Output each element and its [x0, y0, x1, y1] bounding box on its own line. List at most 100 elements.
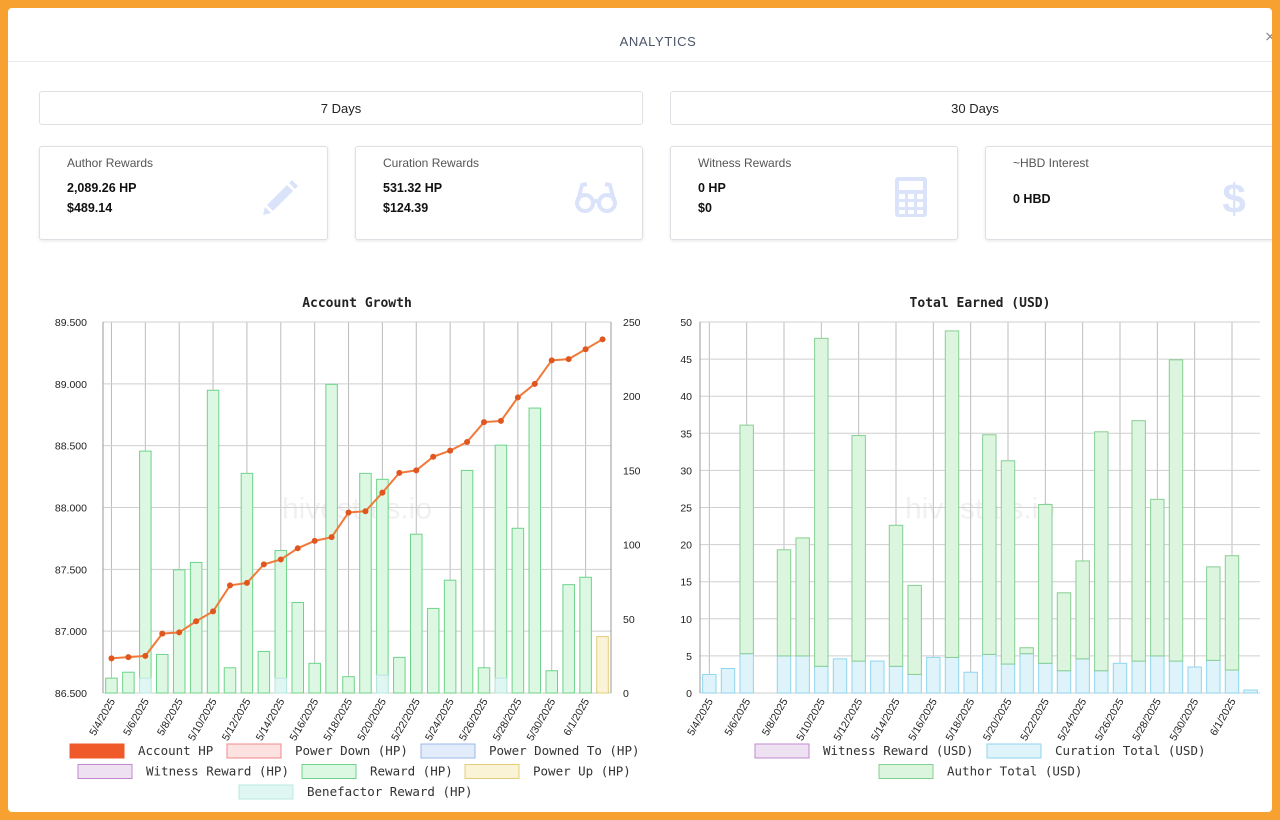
x-tick-label: 5/14/2025 [869, 696, 903, 743]
y-tick-label: 40 [680, 391, 692, 403]
legend-swatch-curation-total-usd [986, 743, 1042, 759]
card-label: ~HBD Interest [1013, 156, 1089, 170]
point-account-hp [481, 419, 487, 426]
curation-rewards-card: Curation Rewards 531.32 HP $124.39 [355, 146, 643, 240]
x-tick-label: 5/22/2025 [1018, 696, 1052, 743]
legend-label-power-downed-to-hp: Power Downed To (HP) [489, 743, 640, 758]
bar-reward-hp [545, 670, 558, 694]
legend-swatch-power-up-hp [464, 764, 520, 779]
range-30-days-button[interactable]: 30 Days [670, 91, 1272, 125]
bar-curation-total-usd [1094, 670, 1109, 694]
x-tick-label: 5/18/2025 [321, 696, 355, 743]
point-account-hp [210, 608, 217, 615]
bar-curation-total-usd [795, 655, 810, 694]
panel-header: ANALYTICS ⨯ [8, 8, 1272, 62]
bar-reward-hp [122, 671, 135, 694]
point-account-hp [362, 508, 369, 515]
bar-author-total-usd [1150, 498, 1165, 657]
legend-swatch-benefactor-reward-hp [238, 784, 294, 800]
bar-curation-total-usd [1131, 660, 1146, 694]
bar-reward-hp [291, 601, 304, 694]
y-right-tick-label: 50 [623, 614, 635, 626]
y-right-tick-label: 200 [623, 391, 641, 403]
point-account-hp [227, 582, 233, 589]
point-account-hp [328, 534, 335, 541]
x-tick-label: 5/28/2025 [491, 696, 525, 743]
bar-benefactor-reward-hp [139, 677, 152, 694]
legend-swatch-account-hp [69, 743, 125, 759]
range-7-days-button[interactable]: 7 Days [39, 91, 643, 125]
y-tick-label: 15 [680, 577, 692, 589]
x-tick-label: 5/18/2025 [944, 696, 978, 743]
bar-author-total-usd [944, 330, 960, 658]
point-account-hp [582, 346, 589, 353]
bar-curation-total-usd [1150, 655, 1165, 694]
x-tick-label: 6/1/2025 [1208, 696, 1239, 738]
bar-author-total-usd [1224, 555, 1240, 671]
point-account-hp [277, 556, 284, 563]
bar-reward-hp [342, 676, 355, 694]
bar-reward-hp [105, 677, 118, 694]
point-account-hp [548, 357, 555, 364]
y-left-tick-label: 89.000 [55, 379, 87, 391]
bar-author-total-usd [1038, 504, 1053, 664]
bar-author-total-usd [1168, 359, 1184, 662]
glasses-icon [575, 182, 617, 213]
bar-curation-total-usd [1000, 663, 1016, 694]
y-tick-label: 50 [680, 317, 692, 329]
point-account-hp [176, 629, 183, 636]
point-account-hp [430, 453, 437, 460]
y-tick-label: 10 [680, 614, 692, 626]
y-right-tick-label: 250 [623, 317, 641, 329]
x-tick-label: 5/26/2025 [457, 696, 491, 743]
bar-curation-total-usd [907, 673, 922, 694]
bar-curation-total-usd [1168, 660, 1184, 694]
legend-label-power-down-hp: Power Down (HP) [295, 743, 408, 758]
point-account-hp [396, 469, 403, 476]
point-account-hp [193, 618, 200, 625]
x-tick-label: 5/28/2025 [1130, 696, 1164, 743]
bar-author-total-usd [1094, 431, 1109, 672]
x-tick-label: 5/14/2025 [254, 696, 288, 743]
bar-curation-total-usd [739, 653, 754, 694]
x-tick-label: 5/8/2025 [760, 696, 791, 738]
bar-author-total-usd [1075, 560, 1090, 660]
bar-reward-hp [156, 653, 169, 694]
card-value-hp: 0 HP [698, 181, 726, 195]
y-left-tick-label: 88.000 [55, 503, 87, 515]
analytics-panel: ANALYTICS ⨯ 7 Days 30 Days Author Reward… [8, 8, 1272, 812]
page-title: ANALYTICS [619, 34, 697, 49]
point-account-hp [345, 509, 352, 516]
hbd-interest-card: ~HBD Interest 0 HBD $ [985, 146, 1272, 240]
y-right-tick-label: 150 [623, 465, 641, 477]
point-account-hp [447, 447, 454, 454]
bar-author-total-usd [1019, 647, 1034, 655]
legend-swatch-author-total-usd [878, 764, 934, 779]
legend-swatch-power-down-hp [226, 743, 282, 759]
legend-swatch-witness-reward-hp [77, 764, 133, 779]
x-tick-label: 5/20/2025 [355, 696, 389, 743]
calculator-icon [895, 177, 927, 217]
point-account-hp [311, 537, 318, 544]
author-rewards-card: Author Rewards 2,089.26 HP $489.14 [39, 146, 328, 240]
x-tick-label: 5/16/2025 [288, 696, 322, 743]
svg-text:$: $ [1222, 175, 1245, 219]
legend-label-reward-hp: Reward (HP) [370, 764, 453, 779]
bar-curation-total-usd [963, 671, 978, 694]
bar-curation-total-usd [870, 660, 885, 694]
bar-reward-hp [460, 469, 474, 694]
close-icon[interactable]: ⨯ [1264, 28, 1272, 44]
bar-author-total-usd [1131, 420, 1146, 662]
card-value-usd: $0 [698, 201, 712, 215]
x-tick-label: 5/8/2025 [155, 696, 186, 738]
point-account-hp [379, 489, 386, 496]
bar-reward-hp [376, 478, 389, 694]
legend-label-witness-reward-usd: Witness Reward (USD) [823, 743, 974, 758]
bar-author-total-usd [814, 337, 829, 667]
bar-author-total-usd [1206, 566, 1221, 661]
bar-benefactor-reward-hp [274, 677, 288, 694]
point-account-hp [531, 380, 538, 387]
y-tick-label: 35 [680, 428, 692, 440]
bar-curation-total-usd [1112, 662, 1128, 694]
chart-title: Account Growth [302, 296, 412, 311]
